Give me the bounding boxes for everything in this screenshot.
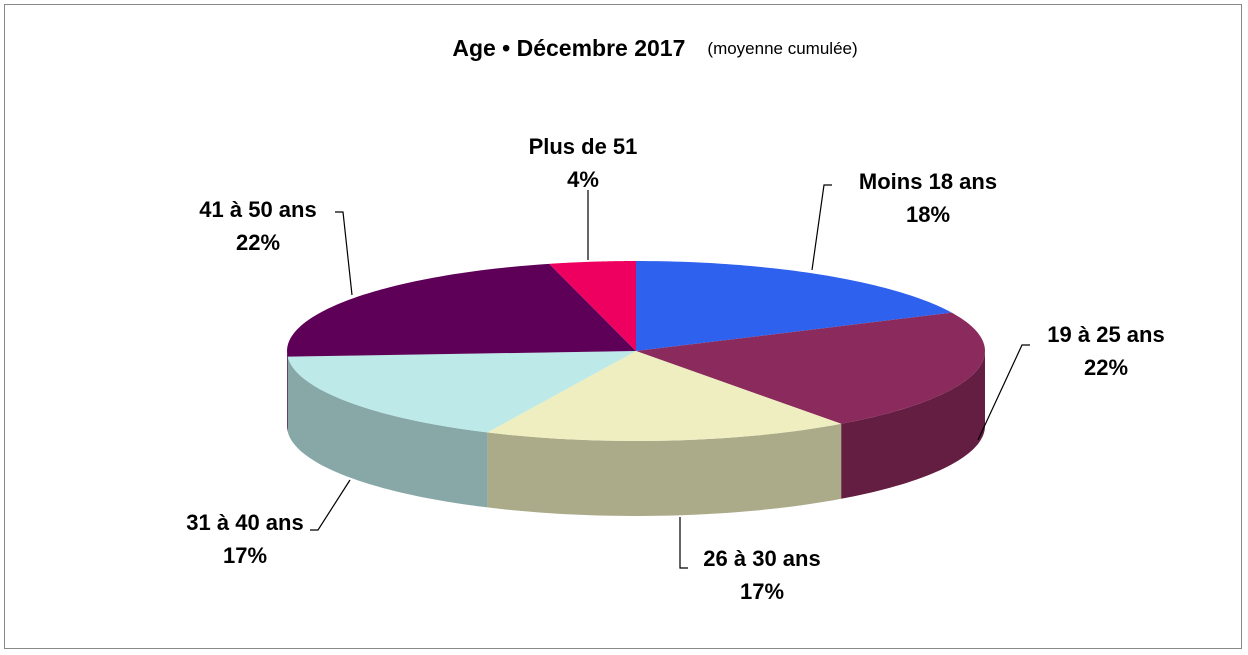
slice-value-label: 4% [567, 167, 599, 192]
slice-side [287, 356, 488, 508]
slice-side [841, 351, 985, 499]
slice [549, 261, 636, 351]
slice-label: 31 à 40 ans [186, 510, 303, 535]
slice-label: 26 à 30 ans [703, 546, 820, 571]
slice [636, 261, 952, 351]
leader-line [679, 517, 688, 569]
slice [287, 351, 636, 433]
slice [636, 312, 985, 424]
slice-value-label: 17% [740, 579, 784, 604]
leader-line [310, 479, 351, 531]
slice-side [487, 423, 842, 516]
leader-line [811, 184, 832, 271]
slice-label: Moins 18 ans [859, 169, 997, 194]
slice-label: 19 à 25 ans [1047, 322, 1164, 347]
chart-title: Age • Décembre 2017 [452, 35, 685, 61]
slice [287, 263, 636, 357]
slice-label: 41 à 50 ans [199, 197, 316, 222]
chart-heading: Age • Décembre 2017 (moyenne cumulée) [452, 35, 857, 61]
slice-value-label: 18% [906, 202, 950, 227]
leader-line [335, 211, 353, 296]
slice-label: Plus de 51 [529, 134, 638, 159]
slice-value-label: 17% [223, 543, 267, 568]
slice-value-label: 22% [1084, 355, 1128, 380]
slice-side [287, 351, 288, 432]
leader-line [977, 344, 1030, 441]
slice [487, 351, 842, 441]
slice-value-label: 22% [236, 230, 280, 255]
chart-subtitle: (moyenne cumulée) [707, 39, 857, 58]
